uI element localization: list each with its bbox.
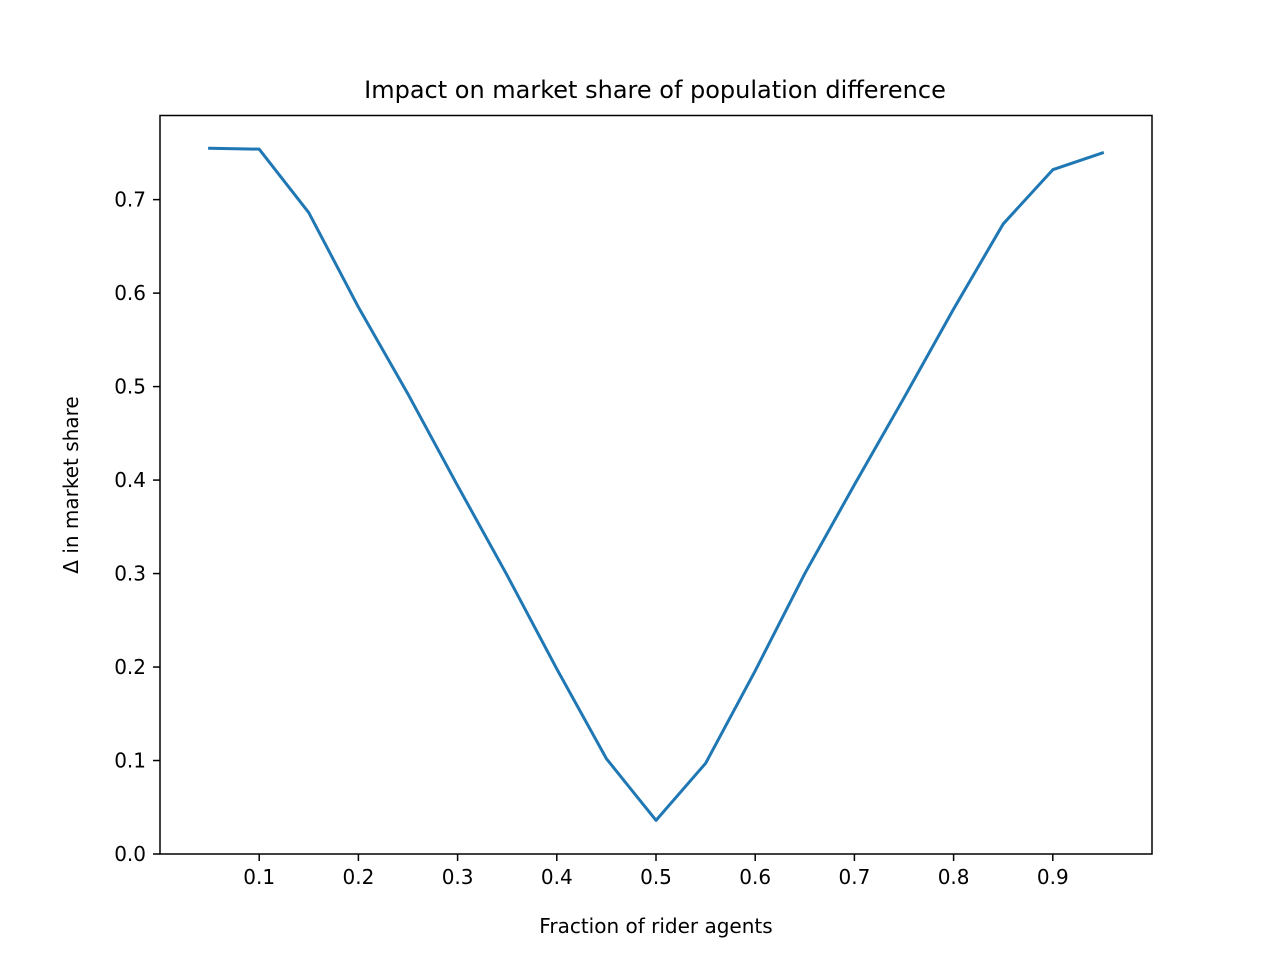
x-axis: 0.1 0.2 0.3 0.4 0.5 0.6 0.7 0.8 0.9 [243,854,1069,889]
y-tick-label: 0.4 [114,468,146,492]
x-axis-label: Fraction of rider agents [539,914,772,938]
y-tick-label: 0.7 [114,188,146,212]
y-tick-label: 0.6 [114,281,146,305]
chart-title: Impact on market share of population dif… [364,76,946,104]
y-axis: 0.0 0.1 0.2 0.3 0.4 0.5 0.6 0.7 [114,188,160,866]
x-tick-label: 0.8 [938,865,970,889]
y-tick-label: 0.1 [114,749,146,773]
x-tick-label: 0.5 [640,865,672,889]
y-tick-label: 0.5 [114,375,146,399]
x-tick-label: 0.6 [739,865,771,889]
x-tick-label: 0.1 [243,865,275,889]
y-axis-label: Δ in market share [59,396,83,573]
x-tick-label: 0.2 [342,865,374,889]
plot-area [208,146,1105,822]
y-tick-label: 0.2 [114,655,146,679]
x-tick-label: 0.4 [541,865,573,889]
y-tick-label: 0.0 [114,842,146,866]
x-tick-label: 0.7 [838,865,870,889]
series-line [208,146,1105,822]
x-tick-label: 0.3 [442,865,474,889]
x-tick-label: 0.9 [1037,865,1069,889]
y-tick-label: 0.3 [114,562,146,586]
